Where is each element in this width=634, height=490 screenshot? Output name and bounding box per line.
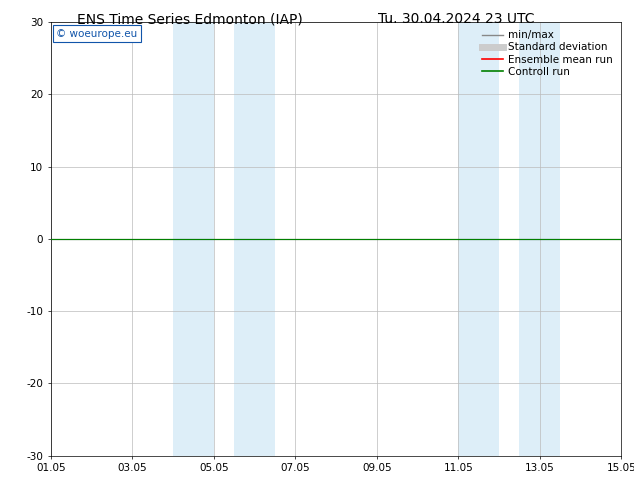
Bar: [173, 22, 214, 456]
Text: Tu. 30.04.2024 23 UTC: Tu. 30.04.2024 23 UTC: [378, 12, 534, 26]
Bar: [458, 22, 499, 456]
Bar: [519, 22, 560, 456]
Text: ENS Time Series Edmonton (IAP): ENS Time Series Edmonton (IAP): [77, 12, 303, 26]
Bar: [234, 22, 275, 456]
Text: © woeurope.eu: © woeurope.eu: [56, 28, 138, 39]
Legend: min/max, Standard deviation, Ensemble mean run, Controll run: min/max, Standard deviation, Ensemble me…: [479, 27, 616, 80]
